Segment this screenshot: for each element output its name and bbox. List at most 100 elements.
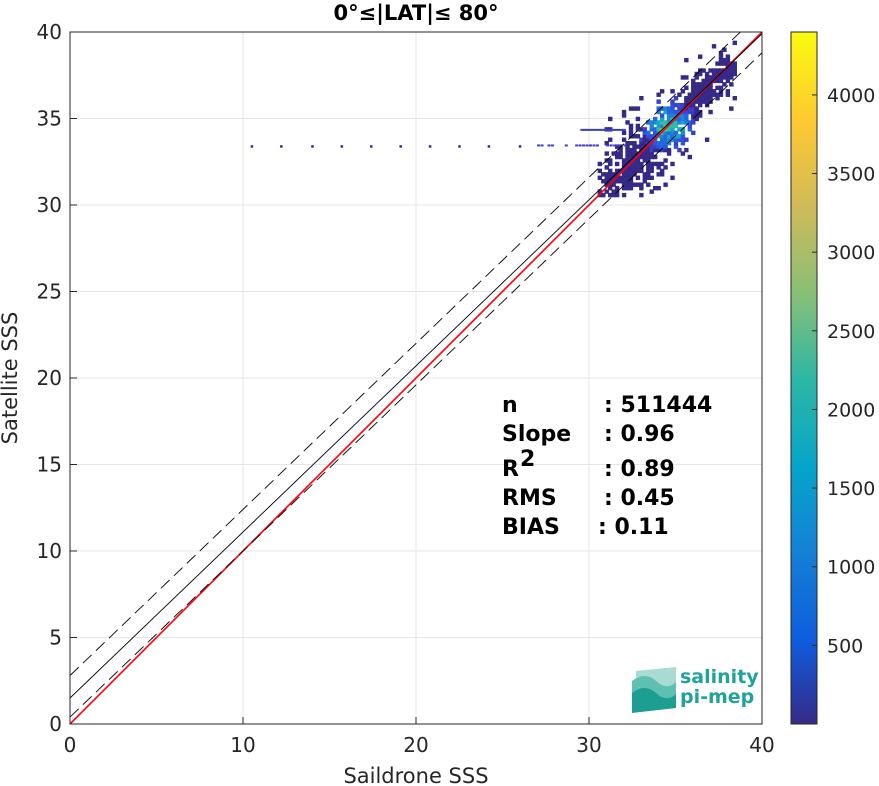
logo-line2: pi-mep	[680, 686, 754, 708]
density-cell	[677, 147, 682, 153]
density-cell	[680, 116, 686, 122]
y-tick-label: 40	[37, 20, 62, 44]
density-cell	[704, 82, 710, 87]
density-cell	[666, 137, 672, 142]
density-cell	[684, 137, 689, 142]
density-cell	[715, 71, 720, 77]
density-cell	[608, 137, 613, 142]
density-cell	[649, 134, 654, 139]
density-cell	[628, 106, 634, 111]
density-cell	[694, 85, 699, 91]
density-cell	[635, 123, 641, 129]
density-cell	[632, 161, 637, 167]
density-cell	[663, 158, 668, 163]
density-cell	[635, 175, 641, 180]
density-cell	[663, 147, 668, 153]
density-cell	[680, 113, 686, 118]
density-cell	[646, 130, 651, 136]
density-cell	[611, 172, 616, 177]
density-cell	[547, 144, 551, 147]
density-cell	[687, 99, 693, 104]
density-cell	[628, 123, 634, 129]
density-cell	[639, 137, 644, 142]
density-cell	[621, 172, 627, 177]
density-cell	[666, 130, 672, 136]
outlier-point	[311, 145, 314, 148]
density-cell	[725, 54, 731, 59]
density-cell	[691, 96, 696, 101]
density-cell	[718, 57, 724, 63]
density-cell	[639, 161, 644, 167]
density-cell	[673, 130, 679, 136]
density-cell	[621, 192, 627, 198]
density-cell	[677, 134, 682, 139]
density-cell	[646, 151, 651, 156]
density-cell	[708, 85, 713, 91]
density-cell	[623, 144, 627, 147]
stat-label: Slope	[502, 422, 571, 447]
density-cell	[732, 71, 737, 77]
density-cell	[608, 192, 613, 198]
density-cell	[611, 182, 616, 187]
density-cell	[722, 75, 727, 80]
density-cell	[625, 151, 630, 156]
density-cell	[628, 172, 634, 177]
density-cell	[583, 128, 588, 131]
x-tick-label: 40	[749, 733, 774, 757]
density-cell	[670, 130, 675, 136]
density-cell	[653, 116, 658, 122]
density-cell	[642, 179, 648, 184]
density-cell	[656, 147, 661, 153]
density-cell	[625, 175, 630, 180]
density-cell	[621, 175, 627, 180]
density-cell	[663, 140, 668, 146]
density-cell	[673, 144, 679, 149]
density-cell	[704, 89, 710, 94]
y-tick-label: 5	[49, 626, 62, 650]
density-cell	[653, 154, 658, 160]
density-cell	[725, 57, 731, 63]
density-cell	[604, 179, 609, 184]
density-cell	[711, 44, 717, 49]
density-cell	[628, 151, 634, 156]
density-cell	[659, 161, 665, 167]
density-cell	[642, 137, 648, 142]
y-tick-label: 0	[49, 712, 62, 736]
density-cell	[659, 144, 665, 149]
density-cell	[625, 161, 630, 167]
density-cell	[601, 179, 606, 184]
stat-value: : 0.11	[598, 515, 669, 540]
density-cell	[575, 144, 579, 147]
colorbar-ticks: 500 1000 1500 2000 2500 3000 3500 4000	[812, 85, 875, 657]
density-cell	[635, 182, 641, 187]
density-cell	[646, 147, 651, 153]
density-cell	[725, 71, 731, 77]
density-cell	[673, 137, 679, 142]
density-cell	[642, 158, 648, 163]
density-cell	[680, 140, 686, 146]
density-cell	[628, 147, 634, 153]
density-cell	[715, 92, 720, 97]
density-cell	[625, 120, 630, 125]
density-cell	[659, 172, 665, 177]
density-cell	[621, 130, 627, 136]
colorbar	[790, 31, 818, 725]
density-cell	[594, 128, 599, 131]
colorbar-tick-label: 500	[827, 635, 863, 657]
density-cell	[635, 151, 641, 156]
density-cell	[608, 185, 613, 191]
density-cell	[646, 134, 651, 139]
density-cell	[666, 113, 672, 118]
density-cell	[708, 109, 713, 115]
density-cell	[632, 151, 637, 156]
colorbar-tick-label: 4000	[827, 85, 875, 107]
density-cell	[659, 168, 665, 174]
density-cell	[639, 96, 644, 101]
density-cell	[684, 116, 689, 122]
density-cell	[625, 144, 630, 149]
density-cell	[632, 168, 637, 174]
density-cell	[701, 96, 706, 101]
density-cell	[694, 75, 699, 80]
density-cell	[718, 78, 724, 84]
regression-lines	[70, 32, 762, 724]
